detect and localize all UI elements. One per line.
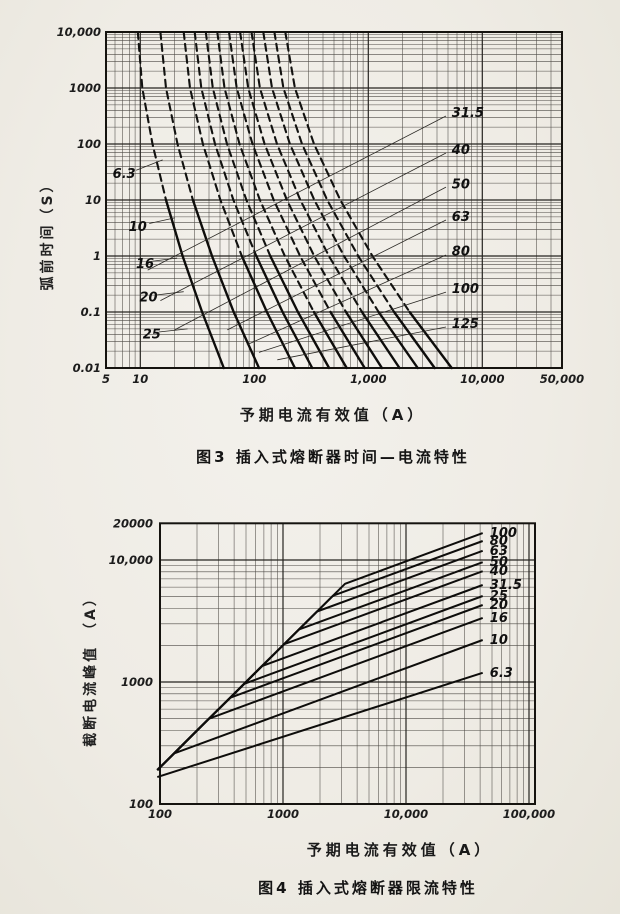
fuse-curve-16 <box>240 254 297 370</box>
y-tick-label: 10 <box>85 193 101 207</box>
y-tick-label: 1 <box>93 249 101 263</box>
fuse-curve-dashed-125 <box>284 30 411 314</box>
fuse-curve-dashed-25 <box>204 30 272 258</box>
curve-label-31.5: 31.5 <box>452 106 484 121</box>
x-tick-label: 50,000 <box>540 372 584 386</box>
curve-label-63: 63 <box>452 210 470 225</box>
curve-label-50: 50 <box>490 555 508 570</box>
fuse-curve-dashed-31.5 <box>216 30 315 314</box>
label-leader-line <box>147 115 447 271</box>
curve-label-20: 20 <box>490 598 508 613</box>
curve-label-10: 10 <box>129 220 147 235</box>
x-tick-label: 5 <box>102 372 110 386</box>
curve-label-100: 100 <box>490 526 517 541</box>
y-tick-label: 20000 <box>113 516 153 530</box>
label-leader-line <box>149 217 175 224</box>
x-tick-label: 1,000 <box>350 372 386 386</box>
fuse-line-6.3 <box>156 671 484 779</box>
fuse-curve-50 <box>344 310 384 370</box>
curve-label-20: 20 <box>139 291 157 306</box>
fuse-curve-20 <box>255 254 314 370</box>
x-tick-label: 100,000 <box>503 807 555 821</box>
y-tick-label: 100 <box>129 797 153 811</box>
label-leader-line <box>227 219 447 331</box>
curve-label-16: 16 <box>136 257 154 272</box>
fuse-curve-dashed-80 <box>262 30 380 314</box>
curve-label-10: 10 <box>490 633 508 648</box>
label-leader-line <box>174 186 447 331</box>
x-tick-label: 100 <box>242 372 266 386</box>
grid-minor-lines <box>160 523 535 804</box>
label-leader-line <box>155 291 184 296</box>
fuse-curve-dashed-20 <box>193 30 258 258</box>
fuse-curve-dashed-40 <box>227 30 332 314</box>
fuse-curve-dashed-100 <box>273 30 396 314</box>
fuse-line-10 <box>156 639 484 771</box>
y-tick-label: 0.01 <box>73 361 101 375</box>
label-leader-line <box>160 152 447 301</box>
plot-border <box>159 522 536 806</box>
curve-label-6.3: 6.3 <box>113 167 136 182</box>
label-leader-line <box>151 257 178 262</box>
curve-label-100: 100 <box>452 282 479 297</box>
figure3-chart: 5 10 100 1,000 10,000 50,00010,00010001001010… <box>39 25 584 386</box>
figure4-caption: 图4 插入式熔断器限流特性 <box>258 879 478 897</box>
x-tick-label: 100 <box>148 807 172 821</box>
figure3-caption: 图3 插入式熔断器时间—电流特性 <box>196 448 470 466</box>
x-tick-label: 10,000 <box>460 372 504 386</box>
curve-label-25: 25 <box>490 589 508 604</box>
curve-label-63: 63 <box>490 544 508 559</box>
curve-label-125: 125 <box>452 317 479 332</box>
fuse-curve-dashed-50 <box>239 30 348 314</box>
fuse-curve-10 <box>191 198 261 370</box>
fuse-curve-dashed-6.3 <box>136 30 168 202</box>
label-leader-line <box>277 326 447 361</box>
fuse-curve-40 <box>329 310 366 370</box>
x-tick-label: 10 <box>132 372 148 386</box>
figure4: 100 1000 10,000 100,000 20000 10,000 1000 100 截断… <box>0 500 620 830</box>
fuse-curve-100 <box>392 310 436 370</box>
curve-label-50: 50 <box>452 177 470 192</box>
label-leader-line <box>258 291 447 353</box>
y-tick-label: 1000 <box>69 81 101 95</box>
x-tick-label: 10,000 <box>384 807 428 821</box>
figure3: 5 10 100 1,000 10,000 50,000 10,000 1000 100 10 1 0… <box>0 0 620 392</box>
fuse-curve-31.5 <box>312 310 348 370</box>
curve-label-6.3: 6.3 <box>490 666 513 681</box>
figure4-ylabel: 截断电流峰值 （A） <box>82 589 99 747</box>
label-leader-line <box>246 254 447 346</box>
curve-label-31.5: 31.5 <box>490 578 522 593</box>
y-tick-label: 10,000 <box>57 25 101 39</box>
curve-label-16: 16 <box>490 611 508 626</box>
label-leader-line <box>158 328 188 333</box>
figure3-xlabel: 予期电流有效值（A） <box>239 406 427 424</box>
grid-major-lines <box>106 32 562 368</box>
y-tick-label: 0.1 <box>81 305 101 319</box>
fuse-curve-dashed-63 <box>250 30 364 314</box>
fuse-curve-80 <box>377 310 419 370</box>
fuse-curve-125 <box>408 310 453 370</box>
y-tick-label: 10,000 <box>109 553 153 567</box>
y-tick-label: 1000 <box>121 675 153 689</box>
curve-label-80: 80 <box>452 245 470 260</box>
label-leader-line <box>136 159 163 171</box>
figure3-ylabel: 弧前时间（S） <box>39 175 56 290</box>
plot-border <box>105 31 563 369</box>
curve-label-40: 40 <box>451 143 470 158</box>
x-tick-label: 1000 <box>267 807 299 821</box>
curve-label-80: 80 <box>490 534 508 549</box>
curve-label-40: 40 <box>489 564 508 579</box>
figure4-xlabel: 予期电流有效值（A） <box>306 841 494 859</box>
figure4-chart: 100 1000 10,000 100,000 20000 10,000 1000 100 截断… <box>82 516 555 821</box>
grid-major-lines <box>160 523 535 804</box>
curve-label-25: 25 <box>143 327 161 342</box>
fuse-curve-dashed-10 <box>159 30 194 202</box>
y-tick-label: 100 <box>77 137 101 151</box>
fuse-curve-dashed-16 <box>182 30 243 258</box>
